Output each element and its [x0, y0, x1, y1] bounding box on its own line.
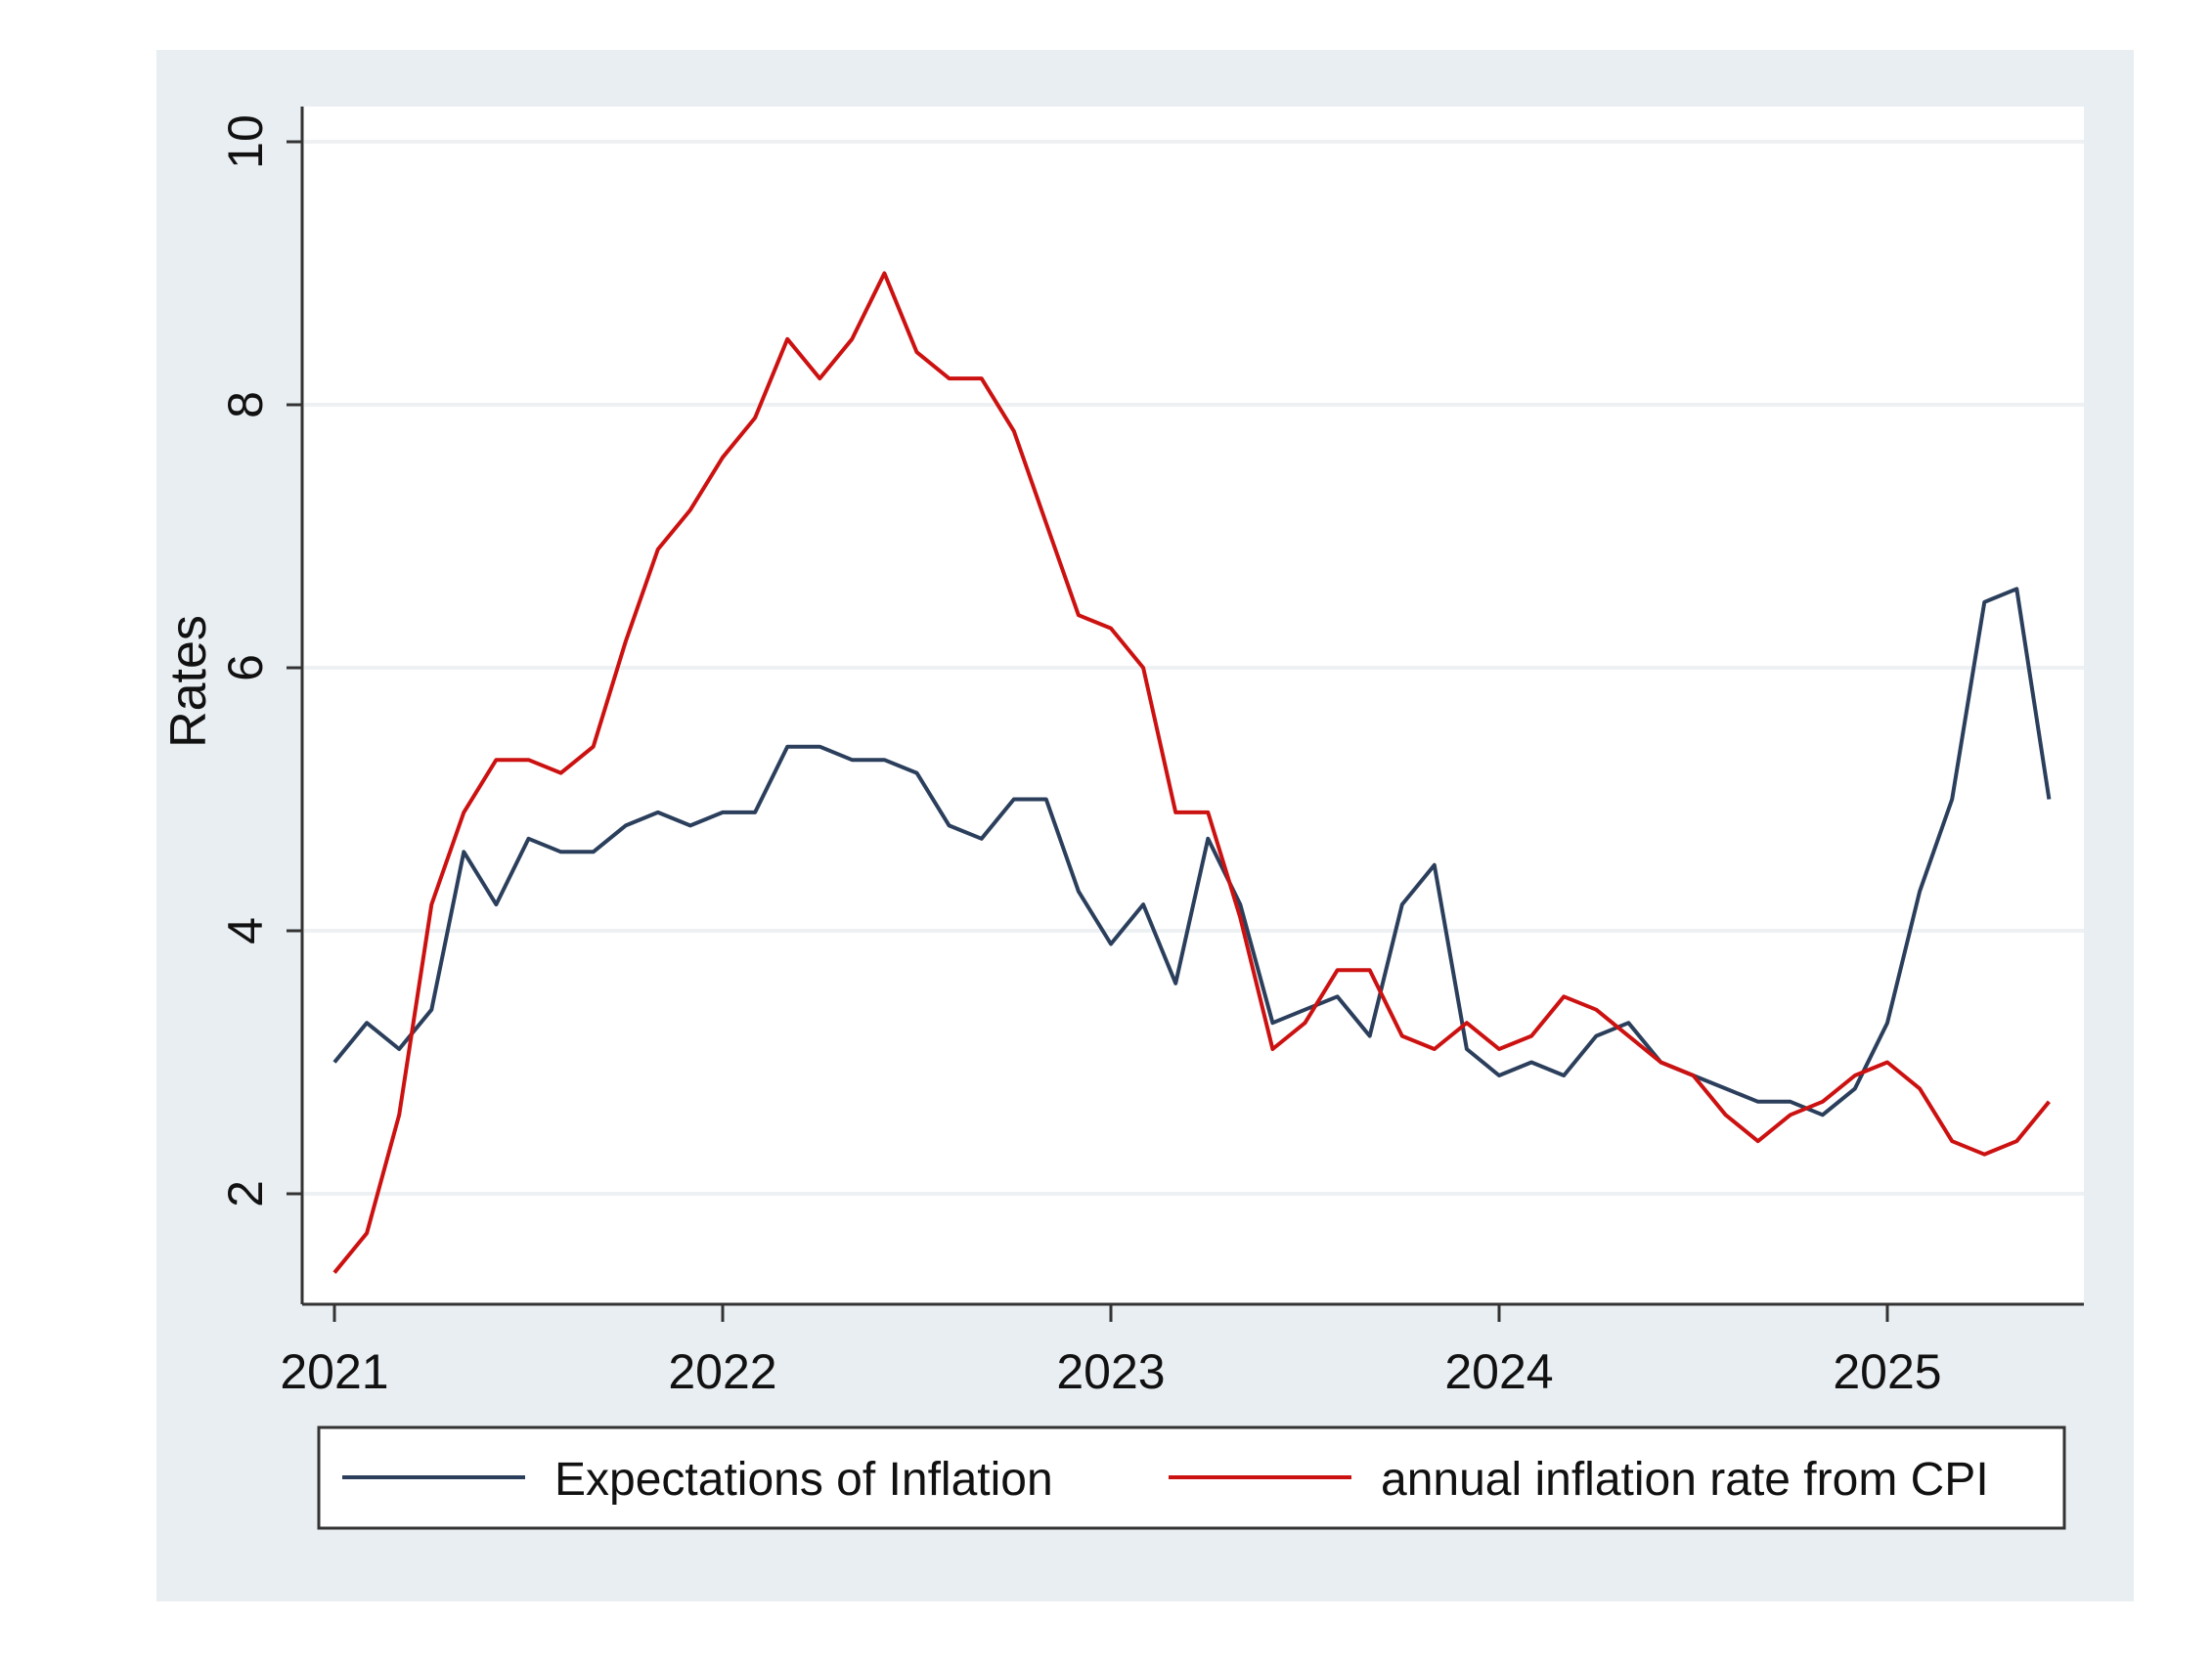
y-axis-ticks: 2 4 6 8 10	[218, 114, 302, 1207]
series-line-expectations	[332, 587, 2052, 1118]
y-tick-label: 4	[218, 917, 273, 944]
x-tick-label: 2021	[280, 1344, 388, 1399]
y-tick-label: 8	[218, 391, 273, 418]
legend-label-expectations: Expectations of Inflation	[554, 1454, 1053, 1506]
legend-label-cpi: annual inflation rate from CPI	[1381, 1454, 1989, 1506]
x-tick-label: 2025	[1833, 1344, 1941, 1399]
x-tick-label: 2024	[1444, 1344, 1553, 1399]
gridlines	[304, 140, 2084, 1196]
x-tick-label: 2022	[668, 1344, 776, 1399]
legend: Expectations of Inflation annual inflati…	[317, 1425, 2066, 1530]
plot-area	[302, 107, 2084, 1304]
x-axis-ticks: 2021 2022 2023 2024 2025	[280, 1304, 1942, 1399]
x-tick-label: 2023	[1056, 1344, 1165, 1399]
y-axis-label: Rates	[160, 615, 217, 748]
y-tick-label: 6	[218, 654, 273, 681]
y-tick-label: 2	[218, 1180, 273, 1207]
y-tick-label: 10	[218, 114, 273, 169]
series-lines	[332, 271, 2052, 1274]
series-line-cpi	[332, 271, 2051, 1274]
